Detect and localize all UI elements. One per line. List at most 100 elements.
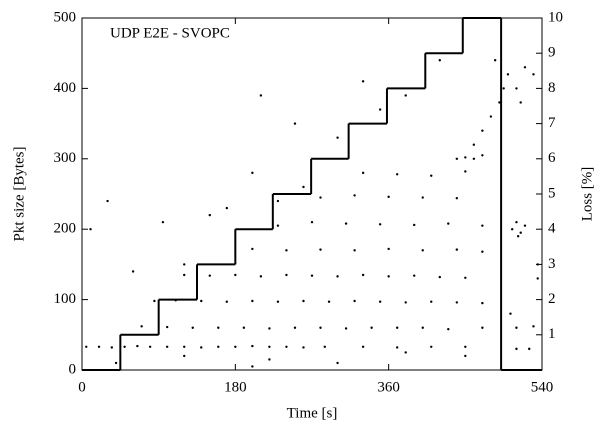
packet-point (302, 185, 305, 189)
packet-point (395, 346, 399, 349)
packet-point (430, 174, 433, 177)
packet-point (378, 223, 382, 226)
x-tick-label: 360 (377, 379, 400, 395)
packet-point (404, 94, 407, 97)
packet-point (208, 213, 211, 217)
y2-tick-label: 9 (548, 45, 556, 61)
packet-point (472, 157, 476, 160)
packet-point (276, 199, 280, 203)
packet-point (455, 248, 459, 251)
packet-point (285, 345, 288, 348)
packet-point (447, 327, 450, 331)
packet-point (319, 248, 322, 251)
packet-point (515, 87, 518, 90)
packet-point (536, 263, 539, 266)
packet-point (251, 344, 254, 348)
y-tick-label: 500 (54, 9, 77, 25)
packet-point (532, 73, 535, 76)
packet-point (498, 101, 501, 104)
packet-point (161, 220, 165, 224)
packet-point (353, 299, 356, 303)
y2-tick-label: 1 (548, 326, 556, 342)
packet-point (251, 299, 254, 303)
packet-point (370, 326, 373, 329)
packet-point (455, 301, 459, 304)
packet-point (532, 325, 535, 328)
packet-point (268, 327, 271, 330)
y-tick-label: 300 (54, 150, 77, 166)
packet-point (502, 87, 505, 90)
packet-point (481, 250, 484, 253)
packet-point (361, 273, 365, 277)
packet-point (268, 358, 271, 361)
packet-point (276, 300, 280, 303)
packet-point (515, 326, 518, 329)
x-tick-label: 0 (78, 379, 86, 395)
packet-point (510, 228, 514, 231)
y-tick-label: 0 (69, 361, 77, 377)
packet-point (123, 345, 126, 348)
packet-point (447, 222, 450, 225)
packet-point (183, 354, 186, 358)
packet-point (387, 195, 390, 199)
packet-point (464, 170, 467, 173)
packet-point (464, 276, 467, 279)
packet-point (327, 300, 331, 303)
packet-point (395, 326, 399, 329)
packet-point (165, 345, 169, 348)
packet-point (140, 325, 143, 328)
packet-point (131, 270, 135, 273)
packet-point (310, 274, 314, 277)
y2-tick-label: 10 (548, 9, 563, 25)
packet-point (251, 247, 254, 251)
packet-point (336, 136, 339, 139)
packet-point (421, 249, 424, 252)
packet-point (153, 299, 156, 303)
packet-point (481, 224, 484, 227)
packet-point (136, 344, 139, 348)
packet-point (519, 231, 522, 234)
packet-point (268, 345, 271, 348)
y-tick-label: 400 (54, 80, 77, 96)
packet-point (293, 326, 297, 329)
packet-point (515, 347, 518, 351)
packet-point (455, 197, 459, 200)
packet-point (110, 346, 114, 349)
packet-point (89, 228, 92, 231)
packet-point (430, 345, 433, 348)
y2-axis-label: Loss [%] (579, 167, 595, 222)
packet-point (183, 273, 186, 277)
y2-tick-label: 3 (548, 256, 556, 272)
packet-point (217, 345, 220, 348)
packet-point (323, 345, 326, 348)
packet-point (387, 247, 390, 251)
packet-point (85, 345, 88, 348)
packet-point (378, 108, 382, 111)
packet-point (234, 345, 237, 348)
packet-point (344, 327, 348, 330)
y2-tick-label: 6 (548, 150, 556, 166)
packet-point (438, 59, 441, 62)
packet-point (285, 249, 288, 252)
packet-point (165, 325, 169, 329)
packet-point (421, 196, 424, 199)
packet-point (523, 224, 527, 227)
packet-point (251, 171, 254, 175)
packet-point (536, 277, 539, 280)
packet-point (344, 222, 348, 225)
packet-point (310, 220, 314, 224)
packet-point (191, 326, 194, 329)
y2-tick-label: 8 (548, 80, 556, 96)
packet-point (413, 274, 416, 277)
packet-point (506, 73, 510, 76)
packet-point (378, 300, 382, 303)
packet-point (413, 223, 416, 227)
packet-point (472, 143, 476, 146)
packet-point (361, 345, 365, 348)
packet-point (225, 300, 229, 303)
packet-point (519, 101, 522, 104)
packet-point (259, 94, 263, 97)
packet-point (217, 326, 220, 329)
packet-point (114, 361, 118, 365)
packet-point (361, 80, 365, 83)
